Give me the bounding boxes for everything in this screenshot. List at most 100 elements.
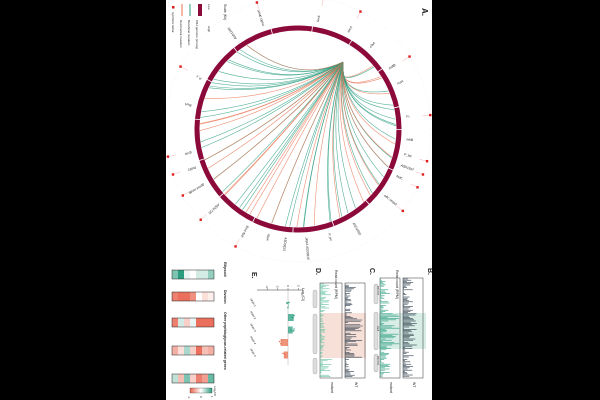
- legend-item: Synthetic lethal: [171, 12, 175, 33]
- beneficial-link: [200, 61, 344, 143]
- data-point: [290, 329, 292, 332]
- heatmap-row-border: [171, 317, 215, 328]
- heatmap-group: Ellipsoid: [223, 262, 227, 277]
- heatmap-cell: [190, 270, 196, 279]
- panel-b-ylabel: Read count (RPM): [395, 270, 399, 299]
- heatmap-cell: [172, 318, 178, 327]
- legend-scale-low: Low: [207, 4, 211, 10]
- synthetic-lethal-marker: [171, 173, 175, 176]
- gene-label: cfaA: [369, 40, 377, 48]
- panel-b-label: B.: [426, 268, 432, 275]
- heatmap-cell: [202, 374, 208, 383]
- x-tick-label: -4: [265, 285, 269, 288]
- ring-segment-gaps: [194, 25, 402, 233]
- detrimental-link: [313, 61, 344, 226]
- detrimental-link: [204, 61, 344, 160]
- heatmap-cell: [208, 346, 214, 355]
- gene-label: malG dnaK: [256, 9, 265, 27]
- synthetic-lethal-marker: [416, 186, 419, 189]
- figure: A. Scale (Kb) Low High CNA genome (stron…: [166, 0, 432, 399]
- data-point: [280, 339, 283, 341]
- legend-item: CNA genome (strong): [195, 20, 199, 49]
- synthetic-lethal-marker: [181, 194, 185, 197]
- gene-label: rcsA: [396, 79, 404, 86]
- detrimental-link: [256, 61, 344, 219]
- synthetic-lethal-marker: [179, 65, 182, 68]
- category-label: strain 2: [249, 310, 257, 320]
- colorbar: [189, 387, 213, 394]
- beneficial-link: [226, 61, 344, 76]
- heatmap-cell: [172, 270, 178, 279]
- category-label: strain 1: [249, 298, 257, 308]
- heatmap-cell: [190, 346, 196, 355]
- panel-e-xlabel: Log₂(CI): [301, 288, 305, 301]
- heatmap: Ellipsoid Division Other peptidoglycan-r…: [171, 262, 227, 399]
- beneficial-link: [213, 61, 344, 85]
- bar: [283, 351, 288, 359]
- heatmap-cell: [196, 374, 202, 383]
- panel-b-track-label: mutant: [389, 382, 393, 393]
- beneficial-link: [341, 61, 375, 78]
- panel-e-label: E.: [250, 272, 257, 279]
- panel-c-highlight: [320, 313, 366, 358]
- data-point: [293, 314, 295, 317]
- genome-ring: [194, 25, 402, 233]
- beneficial-link: [246, 45, 344, 71]
- gene-label: fhuA: [184, 102, 192, 108]
- panel-b-track-label: WT: [412, 382, 416, 388]
- gene-label: fadC: [396, 174, 405, 181]
- heatmap-cell: [196, 270, 202, 279]
- data-point: [293, 328, 295, 330]
- colorbar-tick: 1: [210, 396, 214, 398]
- lethal-connector: [321, 0, 324, 7]
- gene-label: Pₓ: [406, 114, 411, 118]
- synthetic-lethal-marker: [255, 1, 259, 4]
- gene-arrow: [312, 357, 318, 375]
- gene-arrow: [373, 353, 379, 373]
- beneficial-link: [342, 61, 397, 127]
- heatmap-cell: [208, 374, 214, 383]
- colorbar-label: Log₂FC: [213, 386, 217, 397]
- heatmap-cell: [178, 318, 184, 327]
- lethal-connector: [167, 154, 176, 157]
- gene-label: gpmA mrdB: [187, 183, 205, 196]
- data-point: [282, 352, 284, 355]
- x-tick-label: -2: [276, 285, 280, 288]
- detrimental-link: [245, 61, 344, 213]
- panel-d-label: D.: [314, 268, 321, 275]
- detrimental-link: [341, 61, 379, 186]
- heatmap-group: Division: [223, 290, 227, 304]
- panel-a-label: A.: [420, 8, 429, 16]
- panel-b-highlight: [379, 313, 426, 349]
- panel-c-track-label: mutant: [330, 382, 334, 393]
- legend-item: Beneficial mutation: [187, 20, 191, 46]
- category-label: strain 3: [249, 323, 257, 333]
- gene-label: fimA ftsE: [239, 225, 249, 239]
- bar: [288, 326, 293, 334]
- heatmap-cell: [178, 270, 184, 279]
- synthetic-lethal-marker: [234, 245, 237, 248]
- gene-label: ftsW2: [187, 165, 196, 172]
- panel-c-ylabel: Read count (RPM): [334, 270, 338, 299]
- heatmap-cell: [196, 318, 202, 327]
- panel-c: C. D. Read count (RPM) WT mutant: [312, 268, 375, 393]
- gene-arrow: [312, 313, 318, 355]
- gene-label: A5D0815: [377, 286, 380, 296]
- heatmap-cell: [190, 318, 196, 327]
- legend-swatch-lethal: [172, 6, 175, 9]
- detrimental-link: [213, 61, 344, 180]
- gene-label: P_c: [195, 74, 202, 80]
- beneficial-link: [218, 61, 344, 80]
- heatmap-cell: [196, 346, 202, 355]
- beneficial-link: [239, 61, 344, 208]
- synthetic-lethal-marker: [401, 209, 405, 213]
- synthetic-lethal-marker: [199, 218, 202, 221]
- legend-scale-high: High: [207, 26, 211, 33]
- panel-b: B. Read count (RPM) WT mutant A5D0815 pb…: [373, 268, 432, 393]
- beneficial-link: [335, 61, 349, 214]
- heatmap-row-border: [171, 345, 215, 356]
- data-point: [284, 356, 286, 358]
- gene-label: lexA: [316, 14, 321, 22]
- heatmap-cell: [178, 346, 184, 355]
- gene-label: gyrA: [184, 151, 192, 156]
